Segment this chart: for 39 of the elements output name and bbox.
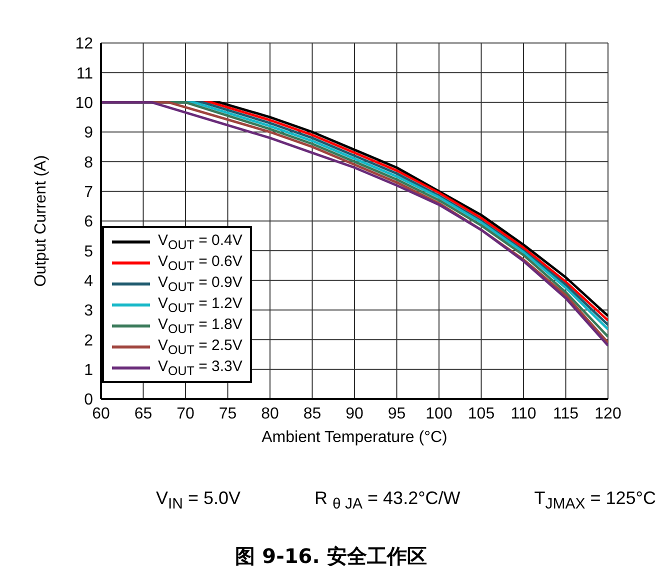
legend-label: V$_{OUT}$ = 0.4V (158, 232, 242, 252)
y-tick-label: 5 (84, 243, 94, 260)
x-tick-label: 65 (134, 405, 152, 422)
y-tick-label: 8 (84, 154, 94, 172)
y-tick-label: 12 (75, 36, 94, 53)
legend-label: V$_{OUT}$ = 0.6V (158, 252, 242, 272)
text: 图 9-16. 安全工作区 (234, 542, 428, 570)
x-axis-title: Ambient Temperature (°C) (262, 429, 448, 446)
y-tick-label: 11 (76, 65, 94, 82)
y-tick-label: 4 (84, 273, 94, 290)
x-tick-label: 75 (218, 405, 237, 422)
x-tick-label: 60 (92, 405, 110, 422)
x-tick-label: 120 (594, 405, 622, 422)
x-tick-label: 85 (303, 405, 322, 422)
legend-label: V$_{OUT}$ = 1.2V (158, 294, 242, 314)
legend-label: V$_{OUT}$ = 2.5V (158, 336, 242, 356)
text: V$_{IN}$ = 5.0V (156, 488, 241, 513)
y-tick-label: 6 (84, 214, 94, 231)
y-tick-label: 7 (84, 184, 94, 202)
y-tick-label: 1 (84, 362, 94, 380)
x-tick-label: 90 (346, 405, 364, 422)
x-tick-label: 105 (468, 405, 495, 422)
legend-label: V$_{OUT}$ = 0.9V (158, 274, 242, 294)
x-tick-label: 70 (176, 405, 194, 422)
x-tick-label: 80 (261, 405, 279, 422)
x-tick-label: 95 (388, 405, 406, 422)
legend-label: V$_{OUT}$ = 1.8V (158, 316, 242, 336)
y-axis-title: Output Current (A) (32, 155, 50, 287)
x-tick-label: 115 (552, 405, 579, 422)
text: R $_{θ JA}$ = 43.2°C/W (314, 488, 460, 513)
y-tick-label: 10 (75, 95, 94, 112)
y-tick-label: 3 (84, 302, 94, 320)
y-tick-label: 2 (84, 332, 94, 350)
y-tick-label: 0 (84, 392, 94, 409)
y-tick-label: 9 (84, 124, 94, 142)
text: T$_{JMAX}$ = 125°C (534, 488, 656, 513)
x-tick-label: 110 (510, 405, 536, 422)
x-tick-label: 100 (426, 405, 452, 422)
legend-label: V$_{OUT}$ = 3.3V (158, 358, 242, 378)
